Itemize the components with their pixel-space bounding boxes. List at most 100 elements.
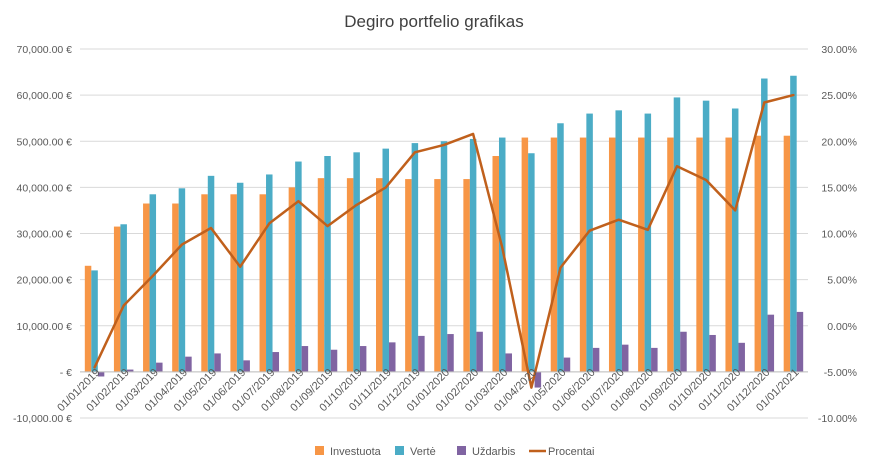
bar-investuota: [579, 137, 587, 372]
bar-uždarbis: [563, 357, 571, 372]
bar-vertė: [178, 188, 186, 372]
right-axis-tick-label: -5.00%: [824, 367, 857, 379]
bar-investuota: [317, 178, 325, 372]
bar-vertė: [411, 143, 419, 372]
right-axis-tick-label: -10.00%: [818, 413, 857, 425]
bar-vertė: [528, 153, 535, 372]
legend-label-investuota: Investuota: [330, 446, 382, 458]
bar-vertė: [557, 123, 564, 372]
bar-investuota: [288, 187, 296, 372]
left-axis-tick-label: 20,000.00 €: [17, 275, 73, 287]
bar-vertė: [353, 152, 360, 372]
bar-investuota: [696, 137, 703, 372]
legend-label-procentai: Procentai: [548, 446, 594, 458]
bar-vertė: [266, 174, 273, 372]
bar-investuota: [230, 194, 237, 372]
bar-investuota: [492, 156, 499, 372]
chart-title: Degiro portfelio grafikas: [344, 12, 524, 31]
bar-investuota: [405, 179, 412, 372]
bar-uždarbis: [738, 342, 745, 372]
bar-uždarbis: [709, 334, 716, 372]
right-axis-tick-label: 5.00%: [827, 275, 857, 287]
legend-label-vertė: Vertė: [410, 446, 436, 458]
right-axis-tick-label: 30.00%: [821, 44, 857, 56]
bar-vertė: [731, 108, 739, 372]
bar-uždarbis: [418, 335, 425, 372]
left-axis-tick-label: 40,000.00 €: [17, 182, 73, 194]
bar-uždarbis: [476, 331, 483, 372]
bar-uždarbis: [767, 314, 775, 372]
left-axis-tick-label: 60,000.00 €: [17, 90, 73, 102]
left-axis-tick-label: - €: [60, 367, 72, 379]
bar-uždarbis: [651, 347, 658, 372]
bar-vertė: [615, 110, 622, 372]
bar-vertė: [91, 270, 98, 372]
bar-investuota: [725, 137, 732, 372]
left-axis-tick-label: 10,000.00 €: [17, 321, 73, 333]
bar-uždarbis: [185, 356, 192, 372]
bar-vertė: [324, 156, 331, 372]
bar-investuota: [201, 194, 208, 372]
left-axis-tick-label: -10,000.00 €: [13, 413, 72, 425]
bar-uždarbis: [156, 362, 163, 372]
right-axis-tick-label: 10.00%: [821, 229, 857, 241]
bar-investuota: [346, 178, 354, 372]
bar-investuota: [259, 194, 267, 372]
bar-investuota: [376, 178, 383, 372]
bar-uždarbis: [214, 353, 221, 372]
bar-uždarbis: [359, 346, 367, 372]
left-axis-tick-label: 50,000.00 €: [17, 136, 73, 148]
bar-investuota: [172, 203, 179, 372]
bar-uždarbis: [389, 342, 396, 372]
bar-uždarbis: [243, 360, 250, 372]
percent-line-series: [93, 93, 795, 389]
right-axis-tick-label: 0.00%: [827, 321, 857, 333]
bar-vertė: [382, 148, 390, 372]
bar-vertė: [236, 182, 244, 372]
bar-vertė: [149, 194, 157, 372]
line-procentai: [93, 93, 795, 389]
bar-vertė: [586, 113, 593, 372]
bar-investuota: [667, 137, 674, 372]
bar-vertė: [498, 137, 506, 372]
right-axis: -10.00% -5.00% 0.00% 5.00% 10.00% 15.00% 20.00…: [818, 44, 857, 425]
bar-investuota: [783, 135, 791, 372]
bar-uždarbis: [621, 344, 629, 372]
bar-uždarbis: [97, 371, 105, 377]
bar-vertė: [440, 141, 448, 372]
legend-swatch-investuota: [315, 446, 324, 455]
bar-vertė: [207, 175, 215, 372]
bar-investuota: [143, 203, 150, 372]
bar-vertė: [120, 224, 127, 372]
bar-uždarbis: [301, 346, 309, 372]
right-axis-tick-label: 15.00%: [821, 182, 857, 194]
left-axis-tick-label: 70,000.00 €: [17, 44, 73, 56]
bar-uždarbis: [796, 311, 804, 372]
bar-vertė: [761, 78, 768, 372]
bar-uždarbis: [505, 353, 512, 372]
bar-vertė: [295, 161, 302, 372]
bar-investuota: [463, 179, 470, 372]
bar-vertė: [644, 113, 652, 372]
bar-vertė: [790, 75, 797, 372]
bars: [84, 75, 804, 388]
bar-vertė: [673, 97, 681, 372]
legend-swatch-uždarbis: [457, 446, 466, 455]
bar-uždarbis: [126, 369, 134, 372]
left-axis: -10,000.00 € - € 10,000.00 € 20,000.00 € 30,…: [13, 44, 72, 425]
bar-investuota: [608, 137, 616, 372]
bar-uždarbis: [330, 349, 338, 372]
bar-vertė: [469, 138, 477, 372]
bar-investuota: [113, 226, 121, 372]
bar-uždarbis: [534, 371, 542, 388]
bar-investuota: [550, 137, 558, 372]
bar-uždarbis: [272, 352, 280, 372]
legend: Investuota Vertė Uždarbis Procentai: [315, 446, 594, 458]
bar-uždarbis: [680, 331, 687, 372]
bar-investuota: [754, 135, 762, 372]
bar-investuota: [84, 265, 92, 372]
right-axis-tick-label: 25.00%: [821, 90, 857, 102]
bar-uždarbis: [447, 334, 454, 372]
